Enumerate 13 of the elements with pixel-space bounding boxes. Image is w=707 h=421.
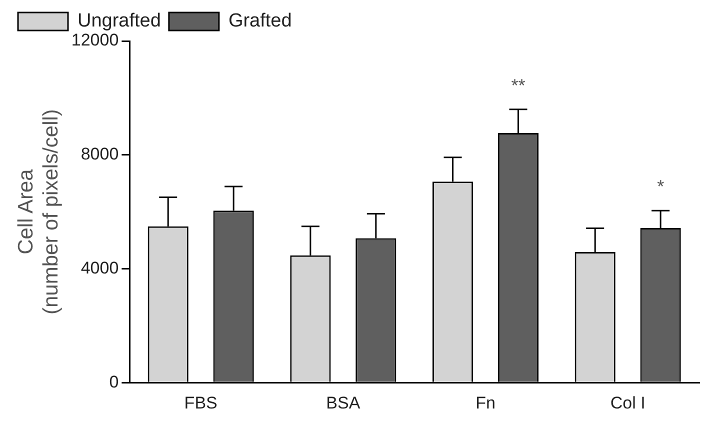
data-label: ** (511, 75, 526, 96)
y-tick-label: 12000 (71, 30, 119, 50)
legend-label: Ungrafted (78, 10, 161, 32)
y-axis-title: Cell Area (number of pixels/cell) (14, 109, 63, 315)
y-tick-label: 0 (109, 372, 119, 392)
x-tick-label: Fn (476, 393, 496, 412)
x-tick-label: FBS (184, 393, 218, 412)
y-tick-label: 8000 (80, 144, 119, 164)
y-tick-label: 4000 (80, 258, 119, 278)
x-tick-label: BSA (326, 393, 361, 412)
legend-label: Grafted (228, 10, 292, 32)
data-label: * (657, 176, 664, 197)
x-tick-label: Col I (610, 393, 646, 412)
